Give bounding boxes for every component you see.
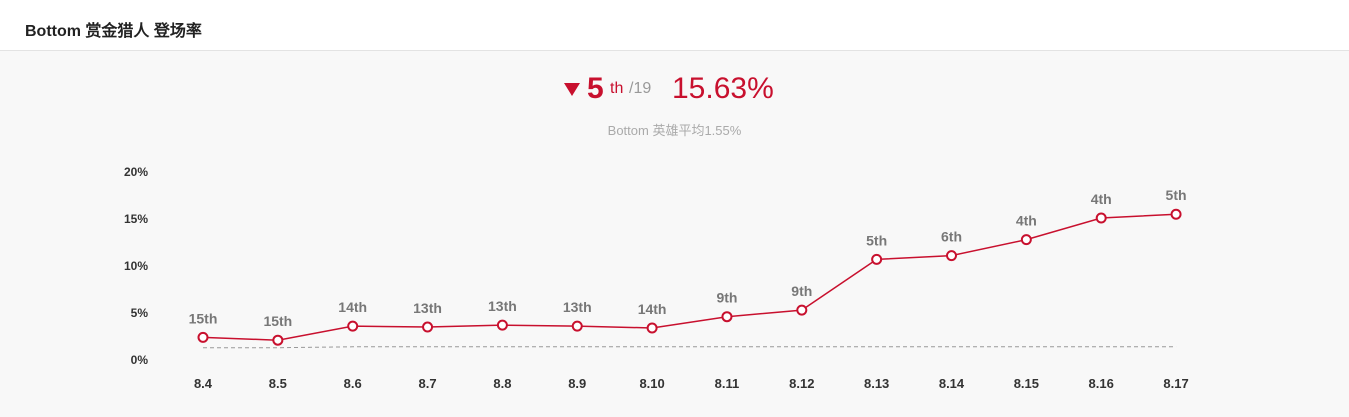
y-tick-label: 15% xyxy=(124,212,148,226)
page-title: Bottom 赏金猎人 登场率 xyxy=(25,23,202,40)
data-point xyxy=(1095,212,1107,224)
trend-down-icon xyxy=(564,83,580,96)
x-tick-label: 8.17 xyxy=(1163,376,1188,391)
rank-summary: 5 th /19 15.63% xyxy=(0,70,1349,110)
average-line xyxy=(203,346,1177,349)
rank-total: /19 xyxy=(629,80,652,97)
data-point xyxy=(422,321,434,333)
data-label: 5th xyxy=(866,232,887,248)
data-label: 13th xyxy=(413,300,442,316)
data-label: 14th xyxy=(638,301,667,317)
data-label: 14th xyxy=(338,299,367,315)
x-tick-label: 8.8 xyxy=(493,376,511,391)
data-point xyxy=(197,331,209,343)
data-point xyxy=(272,334,284,346)
x-tick-label: 8.11 xyxy=(715,376,740,391)
header: Bottom 赏金猎人 登场率 xyxy=(0,0,1349,51)
rank-number: 5 xyxy=(587,72,604,105)
pick-rate: 15.63% xyxy=(672,72,774,105)
rank-suffix: th xyxy=(610,80,624,97)
x-tick-label: 8.5 xyxy=(269,376,287,391)
data-point xyxy=(347,320,359,332)
data-label: 15th xyxy=(189,310,218,326)
data-label: 13th xyxy=(563,299,592,315)
x-tick-label: 8.13 xyxy=(864,376,889,391)
data-point xyxy=(796,304,808,316)
data-point xyxy=(496,319,508,331)
x-tick-label: 8.9 xyxy=(568,376,586,391)
data-label: 5th xyxy=(1166,187,1187,203)
y-tick-label: 0% xyxy=(131,353,149,367)
y-tick-label: 5% xyxy=(131,306,149,320)
x-tick-label: 8.4 xyxy=(194,376,213,391)
data-point xyxy=(871,253,883,265)
data-label: 9th xyxy=(716,290,737,306)
y-tick-label: 20% xyxy=(124,165,148,179)
x-tick-label: 8.10 xyxy=(639,376,664,391)
data-point xyxy=(721,311,733,323)
x-tick-label: 8.6 xyxy=(344,376,362,391)
average-text: Bottom 英雄平均1.55% xyxy=(607,123,742,138)
data-label: 4th xyxy=(1016,213,1037,229)
data-point xyxy=(646,322,658,334)
x-tick-label: 8.16 xyxy=(1089,376,1114,391)
data-label: 6th xyxy=(941,229,962,245)
data-label: 15th xyxy=(263,313,292,329)
data-point xyxy=(571,320,583,332)
x-tick-label: 8.7 xyxy=(419,376,437,391)
y-tick-label: 10% xyxy=(124,259,148,273)
data-label: 13th xyxy=(488,298,517,314)
data-point xyxy=(1020,234,1032,246)
x-tick-label: 8.12 xyxy=(789,376,814,391)
data-point xyxy=(1170,208,1182,220)
x-tick-label: 8.15 xyxy=(1014,376,1039,391)
data-point xyxy=(946,250,957,262)
series-line xyxy=(202,213,1177,341)
data-label: 4th xyxy=(1091,191,1112,207)
data-label: 9th xyxy=(791,283,812,299)
x-tick-label: 8.14 xyxy=(939,376,965,391)
